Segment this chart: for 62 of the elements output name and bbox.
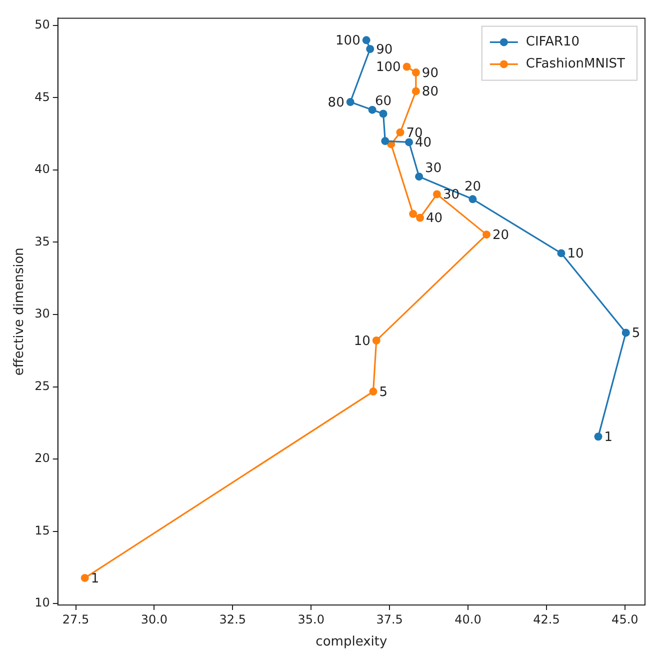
- x-axis-title: complexity: [316, 634, 388, 650]
- x-tick-label: 42.5: [533, 612, 560, 626]
- annotation: 60: [375, 94, 392, 110]
- annotation: 10: [567, 246, 584, 262]
- point: [412, 87, 420, 96]
- point: [372, 336, 380, 345]
- y-tick-label: 40: [34, 162, 50, 176]
- annotation: 1: [90, 571, 100, 586]
- point: [594, 432, 602, 441]
- point: [379, 110, 388, 118]
- annotation: 5: [379, 384, 388, 400]
- annotation: 40: [426, 211, 443, 226]
- y-tick-label: 10: [34, 596, 50, 610]
- y-tick-label: 45: [34, 90, 50, 104]
- point: [416, 214, 424, 222]
- annotation: 90: [376, 42, 393, 58]
- x-tick-label: 45.0: [612, 612, 638, 626]
- x-tick-label: 27.5: [62, 612, 90, 626]
- point: [402, 62, 411, 71]
- point: [622, 328, 630, 337]
- y-tick-label: 15: [34, 523, 50, 538]
- point: [412, 68, 420, 77]
- y-tick-label: 30: [34, 306, 50, 321]
- point: [409, 210, 418, 218]
- point: [405, 138, 414, 146]
- point: [362, 36, 370, 44]
- annotation: 20: [492, 228, 510, 243]
- annotation: 30: [425, 160, 442, 176]
- point: [346, 98, 354, 106]
- x-tick-label: 32.5: [219, 612, 246, 626]
- annotation: 1: [604, 430, 613, 445]
- annotation: 100: [376, 60, 401, 76]
- point: [381, 137, 390, 146]
- point: [366, 44, 374, 53]
- x-tick-label: 40.0: [454, 612, 482, 626]
- point: [80, 574, 89, 582]
- point: [468, 195, 477, 204]
- annotation: 100: [336, 34, 360, 49]
- annotation: 10: [354, 334, 370, 349]
- annotation: 20: [464, 180, 481, 195]
- legend-label: CIFAR10: [526, 34, 580, 50]
- y-axis-title: effective dimension: [12, 248, 28, 376]
- y-tick-label: 25: [34, 378, 50, 393]
- y-tick-label: 50: [34, 18, 50, 32]
- point: [369, 388, 378, 396]
- annotation: 90: [422, 66, 438, 81]
- legend-label: CFashionMNIST: [526, 56, 626, 72]
- point: [415, 172, 424, 181]
- annotation: 5: [632, 326, 640, 342]
- point: [368, 106, 376, 114]
- point: [432, 190, 441, 198]
- annotation: 30: [442, 188, 460, 203]
- point: [482, 230, 491, 239]
- annotation: 80: [422, 84, 438, 100]
- annotation: 80: [328, 95, 344, 110]
- x-tick-label: 30.0: [140, 612, 168, 626]
- x-tick-label: 37.5: [376, 612, 403, 626]
- x-tick-label: 35.0: [298, 612, 324, 626]
- y-tick-label: 20: [34, 451, 50, 466]
- y-tick-label: 35: [34, 234, 50, 248]
- point: [557, 249, 566, 258]
- point: [396, 128, 404, 136]
